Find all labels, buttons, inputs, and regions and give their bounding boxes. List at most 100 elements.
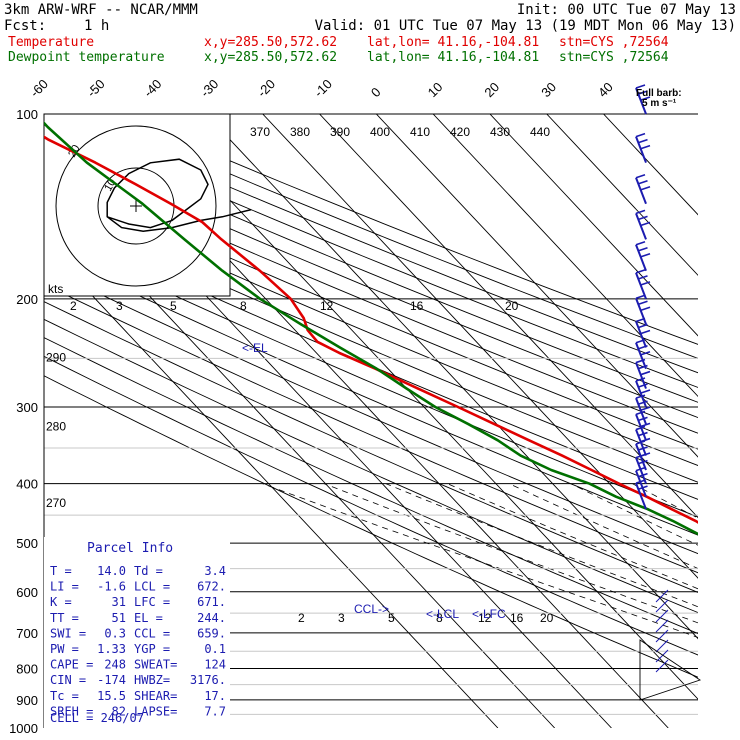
parcel-value: 3176. bbox=[190, 673, 226, 687]
parcel-value: 51 bbox=[112, 611, 126, 625]
wind-barb-low bbox=[655, 599, 669, 613]
parcel-value: 672. bbox=[197, 580, 226, 594]
wind-barb-flag bbox=[640, 96, 651, 101]
mixing-ratio-label-low: 20 bbox=[540, 611, 554, 625]
isotherm-label: -50 bbox=[84, 76, 108, 100]
parcel-value: 82 bbox=[112, 704, 126, 718]
thetae-label: 440 bbox=[530, 125, 550, 139]
wind-barb-flag bbox=[635, 410, 646, 416]
parcel-info-title: Parcel Info bbox=[87, 541, 173, 556]
mixing-ratio-label: 2 bbox=[70, 299, 77, 313]
wind-barb-low bbox=[655, 629, 669, 643]
dewpoint-legend-latlon: lat,lon= 41.16,-104.81 bbox=[367, 50, 540, 65]
wind-barb-flag bbox=[635, 132, 646, 138]
parcel-key: SWEAT= bbox=[134, 658, 177, 672]
mixing-ratio-label-low: 16 bbox=[510, 611, 524, 625]
wind-barb-flag bbox=[638, 416, 648, 422]
wind-barb-flag bbox=[635, 479, 646, 484]
pressure-label: 500 bbox=[16, 536, 38, 551]
wind-barb bbox=[635, 342, 647, 370]
wind-barb-flag bbox=[638, 431, 648, 437]
hodograph-box bbox=[43, 113, 231, 297]
mixing-ratio-label-low: 2 bbox=[298, 611, 305, 625]
parcel-cell: CELL = 246/07 bbox=[50, 711, 144, 725]
parcel-key: Td = bbox=[134, 564, 163, 578]
wind-barb-flag bbox=[638, 179, 648, 185]
wind-barb bbox=[635, 297, 647, 325]
isotherm-label: 30 bbox=[538, 79, 559, 100]
parcel-key: PW = bbox=[50, 642, 79, 656]
moist-adiabat bbox=[570, 483, 698, 546]
wind-barb-flag bbox=[635, 317, 646, 323]
wind-barb-flag bbox=[635, 294, 646, 300]
parcel-value: 659. bbox=[197, 626, 226, 640]
mixing-ratio-label-low: 3 bbox=[338, 611, 345, 625]
thetae-label: 370 bbox=[250, 125, 270, 139]
wind-barb bbox=[635, 470, 647, 498]
wind-barb-flag bbox=[635, 466, 646, 472]
wind-barb-flag bbox=[640, 406, 651, 411]
wind-barb-flag bbox=[638, 459, 648, 465]
pressure-label: 600 bbox=[16, 585, 38, 600]
wind-barb-flag bbox=[640, 389, 651, 394]
pressure-label: 400 bbox=[16, 477, 38, 492]
wind-barb-flag bbox=[638, 364, 648, 370]
parcel-key: HWBZ= bbox=[134, 673, 170, 687]
parcel-value: 0.3 bbox=[104, 626, 126, 640]
isotherm bbox=[546, 114, 698, 276]
thetae-label: 400 bbox=[370, 125, 390, 139]
wind-barb-flag bbox=[635, 377, 646, 382]
wind-barb bbox=[635, 482, 647, 510]
isotherm-label: 0 bbox=[368, 84, 384, 100]
hodograph-units: kts bbox=[48, 282, 63, 296]
pressure-label: 1000 bbox=[9, 721, 38, 736]
wind-barb-flag bbox=[640, 422, 651, 428]
wind-barb bbox=[635, 443, 647, 471]
isotherm bbox=[44, 243, 499, 728]
parcel-key: SREH = bbox=[50, 704, 93, 718]
parcel-key: EL = bbox=[134, 611, 163, 625]
pressure-label: 200 bbox=[16, 292, 38, 307]
wind-barb-low bbox=[655, 609, 669, 623]
wind-barb-flag bbox=[638, 345, 648, 350]
wind-barb-flag bbox=[635, 209, 646, 215]
temperature-legend-loc: x,y=285.50,572.62 bbox=[204, 35, 338, 50]
wind-barb-low bbox=[655, 639, 669, 653]
wind-barb-flag bbox=[635, 240, 646, 246]
parcel-value: 15.5 bbox=[97, 689, 126, 703]
wind-barb-flag bbox=[635, 440, 646, 445]
mixing-ratio-label: 12 bbox=[320, 299, 334, 313]
parcel-value: 3.4 bbox=[204, 564, 226, 578]
parcel-value: 7.7 bbox=[204, 704, 226, 718]
wind-barb-flag bbox=[640, 252, 651, 258]
isotherm-label: -60 bbox=[27, 76, 51, 100]
isotherm bbox=[489, 114, 698, 337]
thetae-label: 420 bbox=[450, 125, 470, 139]
wind-barb-flag bbox=[640, 351, 651, 356]
theta-label: 290 bbox=[46, 351, 66, 365]
parcel-level-label: <-EL bbox=[242, 341, 268, 355]
isotherm bbox=[432, 114, 698, 398]
temperature-legend-name: Temperature bbox=[8, 35, 95, 50]
wind-barb-flag bbox=[635, 358, 646, 364]
isotherm bbox=[376, 114, 698, 458]
parcel-value: 31 bbox=[112, 595, 126, 609]
wind-barb-flag bbox=[638, 472, 648, 478]
wind-barb-flag bbox=[635, 269, 646, 274]
parcel-value: 14.0 bbox=[97, 564, 126, 578]
parcel-key: TT = bbox=[50, 611, 79, 625]
mixing-ratio-label-low: 8 bbox=[436, 611, 443, 625]
parcel-value: 248 bbox=[104, 658, 126, 672]
parcel-value: -1.6 bbox=[97, 580, 126, 594]
isotherm-label: -10 bbox=[311, 76, 335, 100]
forecast-hour: 1 h bbox=[84, 18, 110, 34]
pressure-label: 800 bbox=[16, 661, 38, 676]
isotherm bbox=[603, 114, 698, 216]
barb-legend-title: Full barb: bbox=[636, 88, 682, 99]
pressure-label: 900 bbox=[16, 693, 38, 708]
hodograph-trace bbox=[106, 158, 252, 232]
mixing-ratio-label: 20 bbox=[505, 299, 519, 313]
thetae-label: 430 bbox=[490, 125, 510, 139]
parcel-info-box bbox=[44, 537, 230, 728]
wind-barb-low bbox=[655, 659, 669, 673]
